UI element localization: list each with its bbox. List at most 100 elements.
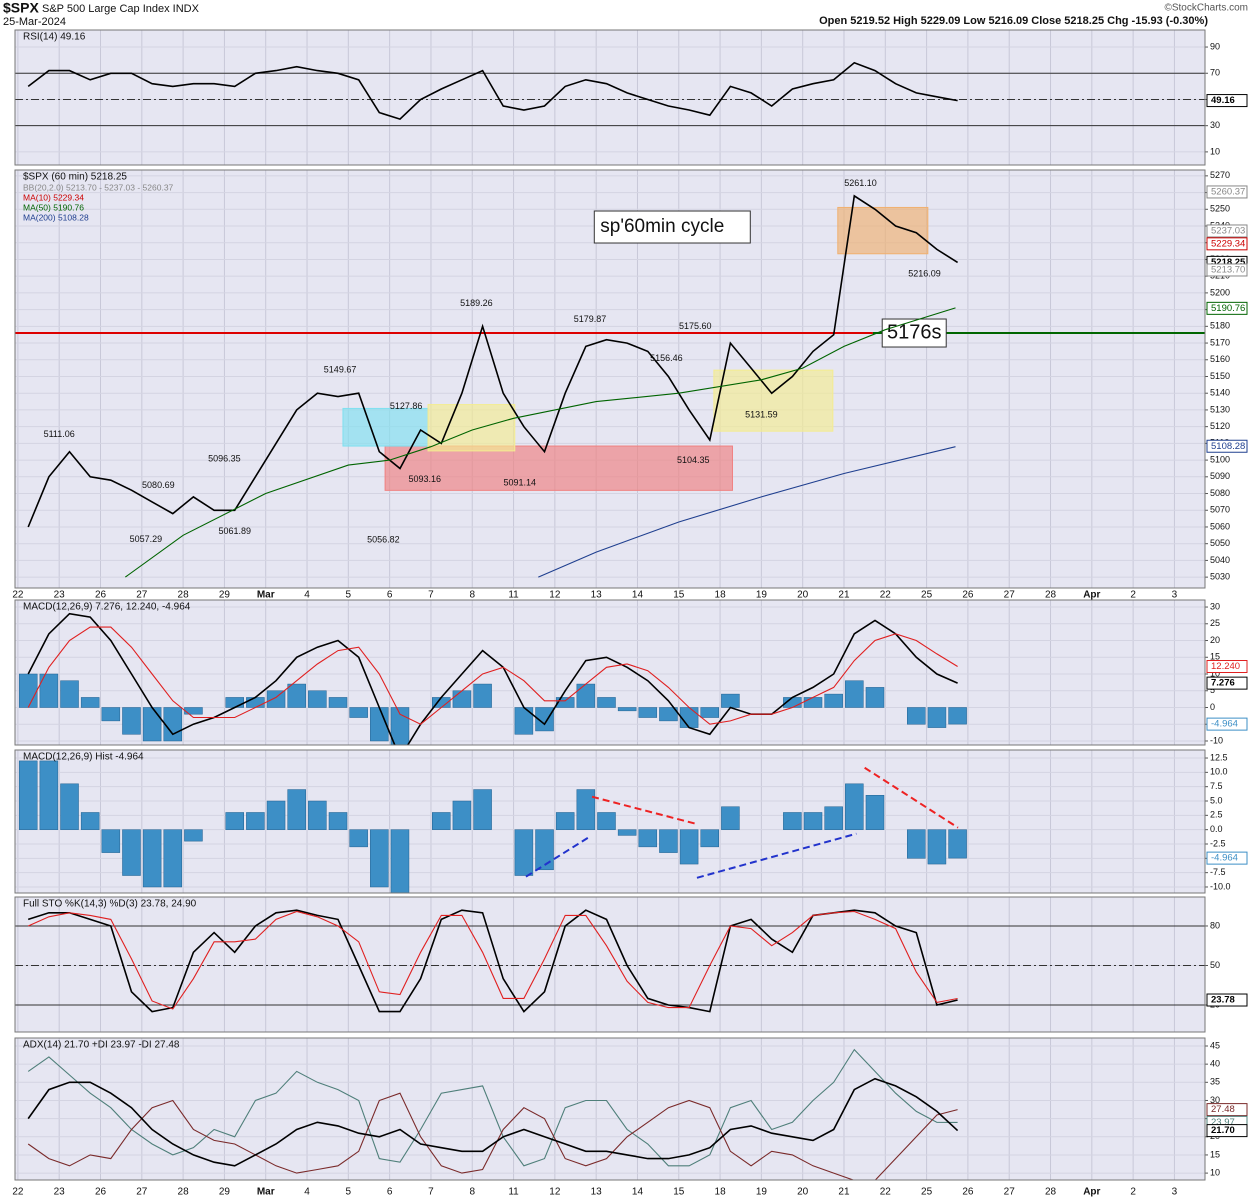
histogram-bar xyxy=(638,707,658,718)
histogram-bar xyxy=(101,707,121,722)
value-tag-label: 5213.70 xyxy=(1211,265,1245,276)
histogram-bar xyxy=(865,795,885,830)
histogram-bar xyxy=(163,707,183,742)
panel xyxy=(15,600,1205,745)
x-tick-label: 23 xyxy=(54,590,66,601)
histogram-bar xyxy=(679,707,699,728)
histogram-bar xyxy=(555,697,575,708)
x-tick-label: 29 xyxy=(219,590,231,601)
x-tick-label: 13 xyxy=(591,1187,603,1198)
price-annotation: 5061.89 xyxy=(218,526,251,536)
value-tag xyxy=(1206,993,1248,1007)
panel-background xyxy=(15,1038,1205,1180)
x-tick-label: 2 xyxy=(1130,590,1136,601)
x-tick-label: 27 xyxy=(136,590,148,601)
panel xyxy=(15,750,1205,893)
histogram-bar xyxy=(184,829,203,842)
histogram-bar xyxy=(638,829,658,848)
zone xyxy=(342,407,429,447)
x-tick-label: 26 xyxy=(962,590,974,601)
y-tick-label: -7.5 xyxy=(1210,867,1226,877)
histogram-bar xyxy=(535,829,554,871)
value-tag-label: 5260.37 xyxy=(1211,186,1245,197)
histogram-bar xyxy=(452,690,472,708)
histogram-bar xyxy=(721,806,740,830)
panel-border xyxy=(14,1037,1206,1181)
panel-background xyxy=(15,30,1205,165)
histogram-bar xyxy=(390,829,410,893)
y-tick-label: -10.0 xyxy=(1210,881,1231,891)
credit: ©StockCharts.com xyxy=(1164,3,1248,14)
price-annotation: 5080.69 xyxy=(142,480,175,490)
y-tick-label: 50 xyxy=(1210,960,1220,970)
histogram-bar xyxy=(287,683,306,708)
legend-entry: MA(50) 5190.76 xyxy=(23,202,84,212)
zone xyxy=(384,445,733,491)
price-annotation: 5093.16 xyxy=(408,474,441,484)
histogram-bar xyxy=(80,697,100,708)
panel-background xyxy=(15,600,1205,745)
y-tick-label: 40 xyxy=(1210,1059,1220,1069)
histogram-bar xyxy=(907,829,926,859)
value-tag xyxy=(1206,439,1248,453)
panel xyxy=(15,897,1205,1032)
price-annotation: 5111.06 xyxy=(44,429,75,439)
value-tag xyxy=(1206,660,1248,674)
histogram-bar xyxy=(845,783,864,830)
panel-title: RSI(14) 49.16 xyxy=(23,32,86,43)
panel-title: $SPX (60 min) 5218.25 xyxy=(23,172,127,183)
histogram-bar xyxy=(927,707,947,728)
histogram-bar xyxy=(927,829,947,865)
histogram-bar xyxy=(246,812,265,830)
x-tick-label: 22 xyxy=(12,590,24,601)
y-tick-label: 5050 xyxy=(1210,538,1230,548)
y-tick-label: 5.0 xyxy=(1210,795,1223,805)
y-tick-label: 5160 xyxy=(1210,354,1230,364)
y-tick-label: -2.5 xyxy=(1210,838,1226,848)
histogram-bar xyxy=(700,829,720,848)
x-tick-label: 28 xyxy=(1045,590,1057,601)
histogram-bar xyxy=(18,760,38,830)
x-tick-label: 19 xyxy=(756,590,768,601)
series-line xyxy=(27,1092,958,1180)
value-tag-label: 27.48 xyxy=(1211,1104,1235,1115)
x-tick-label: 20 xyxy=(797,1187,809,1198)
y-tick-label: 5200 xyxy=(1210,287,1230,297)
x-tick-label: 6 xyxy=(387,590,393,601)
trend-line xyxy=(696,832,857,879)
histogram-bar xyxy=(617,829,637,836)
x-tick-label: 8 xyxy=(469,1187,475,1198)
x-tick-label: 11 xyxy=(508,590,519,601)
level-label: 5176s xyxy=(887,321,942,343)
histogram-bar xyxy=(308,690,327,708)
x-tick-label: 29 xyxy=(219,1187,231,1198)
y-tick-label: 15 xyxy=(1210,652,1220,662)
legend-entry: MA(10) 5229.34 xyxy=(23,192,84,202)
histogram-bar xyxy=(452,800,472,830)
value-tag xyxy=(1206,94,1248,108)
histogram-bar xyxy=(80,812,100,830)
price-annotation: 5149.67 xyxy=(324,364,357,374)
series-line xyxy=(27,1048,958,1167)
security-name: S&P 500 Large Cap Index INDX xyxy=(42,3,200,15)
y-tick-label: 5140 xyxy=(1210,388,1230,398)
value-tag-label: 5229.34 xyxy=(1211,238,1245,249)
y-tick-label: 5120 xyxy=(1210,421,1230,431)
value-tag xyxy=(1206,301,1248,315)
x-tick-label: 27 xyxy=(1004,590,1016,601)
x-tick-label: 14 xyxy=(632,590,644,601)
series-line xyxy=(27,1077,959,1167)
y-tick-label: 5 xyxy=(1210,685,1215,695)
histogram-bar xyxy=(514,707,534,735)
price-annotation: 5096.35 xyxy=(208,454,241,464)
y-tick-label: 25 xyxy=(1210,618,1220,628)
series-line xyxy=(27,909,958,1013)
series-line xyxy=(27,194,959,528)
histogram-bar xyxy=(659,707,678,722)
histogram-bar xyxy=(266,800,286,830)
y-tick-label: 5060 xyxy=(1210,521,1230,531)
price-annotation: 5179.87 xyxy=(574,314,607,324)
price-annotation: 5216.09 xyxy=(908,268,941,278)
trend-line xyxy=(864,766,959,829)
x-tick-label: 21 xyxy=(838,1187,850,1198)
